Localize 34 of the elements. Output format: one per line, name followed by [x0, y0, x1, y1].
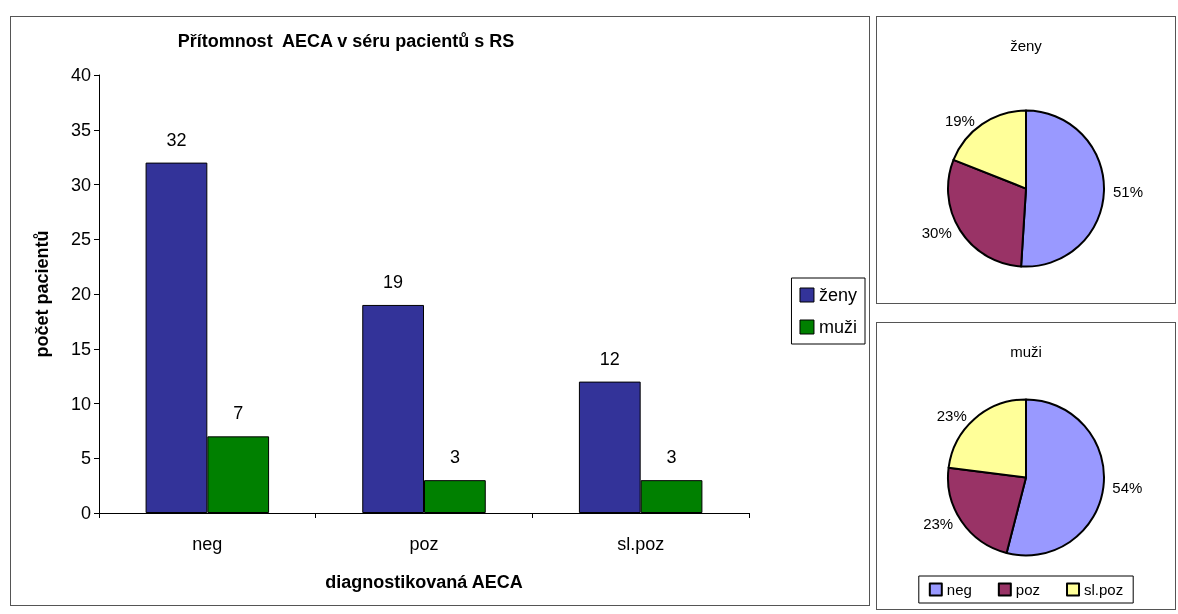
y-tick-label: 30 — [70, 174, 91, 195]
data-label: 19% — [944, 112, 975, 130]
chart-title: Přítomnost AECA v séru pacientů s RS — [177, 31, 515, 51]
y-axis-title: počet pacientů — [32, 230, 52, 358]
y-tick-label: 0 — [80, 503, 91, 523]
data-label: 30% — [921, 224, 952, 242]
y-tick-label: 40 — [70, 65, 91, 85]
data-label: 12 — [599, 348, 620, 369]
chart-title: muži — [1010, 343, 1042, 360]
y-tick-label: 20 — [70, 284, 91, 304]
y-tick-label: 10 — [70, 393, 91, 414]
y-tick-label: 15 — [70, 338, 91, 359]
data-label: 54% — [1112, 479, 1143, 497]
x-tick-label: neg — [192, 534, 223, 554]
x-axis-title: diagnostikovaná AECA — [325, 572, 523, 592]
legend-label: neg — [946, 581, 972, 598]
y-tick-label: 5 — [80, 448, 91, 469]
data-label: 3 — [449, 447, 460, 468]
data-label: 3 — [666, 447, 677, 468]
data-label: 51% — [1112, 182, 1143, 200]
data-label: 32 — [166, 129, 187, 150]
legend-label: sl.poz — [1084, 581, 1124, 598]
x-tick-label: poz — [409, 534, 439, 554]
chart-title: ženy — [1010, 37, 1043, 54]
data-label: 23% — [936, 407, 967, 425]
data-label: 23% — [923, 515, 954, 533]
legend-label: muži — [818, 317, 857, 337]
data-label: 7 — [233, 403, 244, 424]
y-tick-label: 25 — [70, 229, 91, 250]
y-tick-label: 35 — [70, 119, 91, 140]
legend-label: ženy — [818, 285, 858, 305]
legend-label: poz — [1015, 581, 1041, 598]
data-label: 19 — [383, 271, 404, 292]
x-tick-label: sl.poz — [617, 534, 665, 554]
